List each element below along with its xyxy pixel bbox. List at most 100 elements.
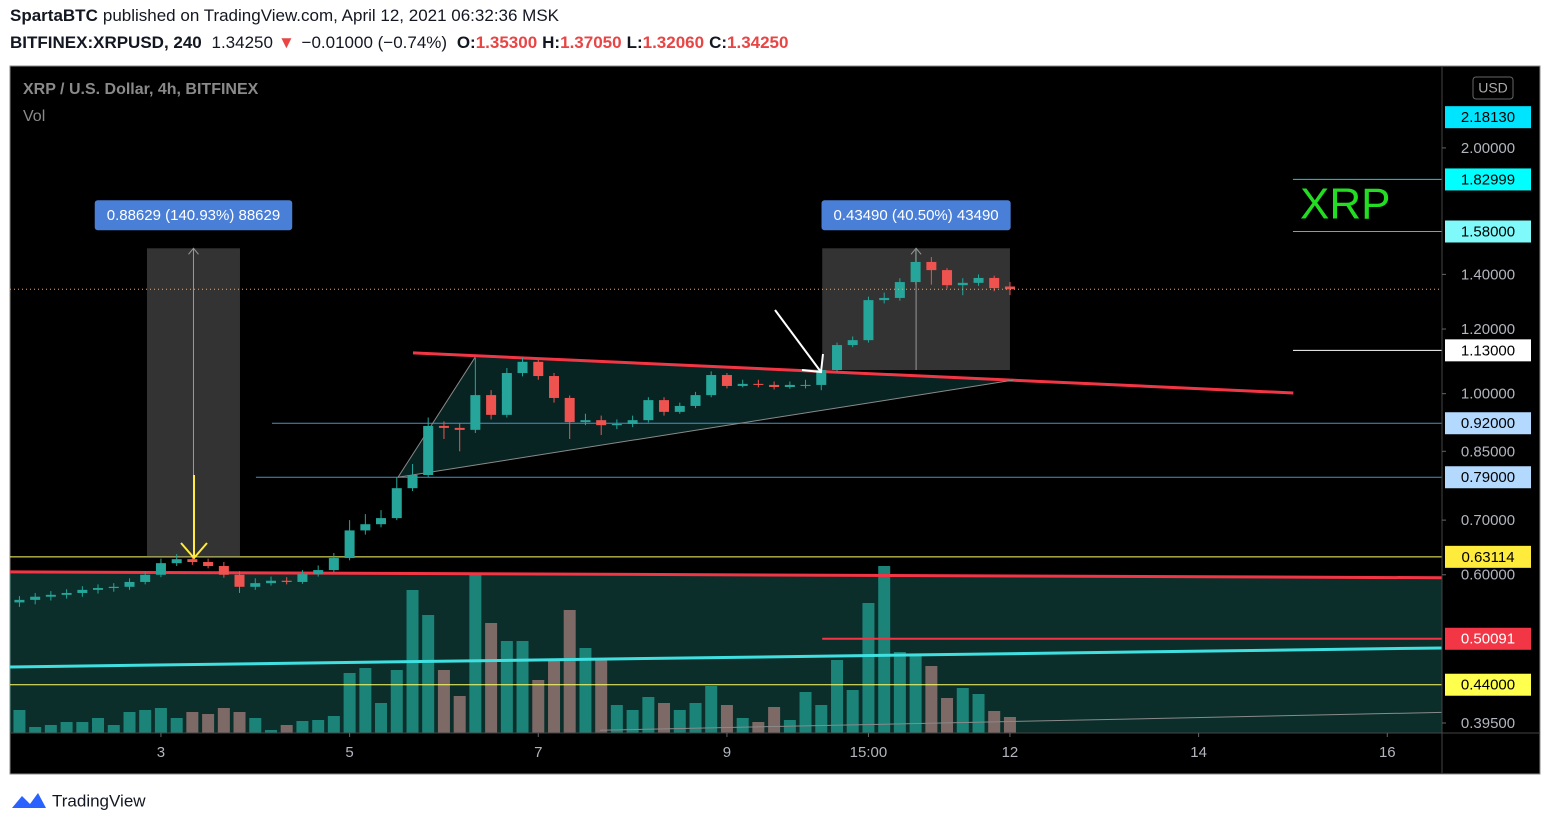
arrow-head xyxy=(801,353,824,374)
plot xyxy=(9,178,1443,733)
author: SpartaBTC xyxy=(10,6,98,25)
candle-body xyxy=(14,599,25,603)
volume-bar xyxy=(658,703,671,733)
candle-body xyxy=(30,596,41,600)
level-label-box xyxy=(1445,627,1531,650)
volume-bar xyxy=(956,688,969,733)
candle-body xyxy=(297,574,308,582)
volume-bar xyxy=(202,714,215,733)
candle-body xyxy=(187,559,198,563)
y-tick-label: 0.39500 xyxy=(1461,715,1515,732)
volume-bar xyxy=(909,656,922,733)
volume-bar xyxy=(139,710,152,733)
measure-label-box xyxy=(821,200,1011,231)
volume-bar xyxy=(579,648,592,733)
measure-label: 0.43490 (40.50%) 43490 xyxy=(834,207,999,224)
x-tick-label: 14 xyxy=(1190,744,1207,761)
volume-bar xyxy=(422,615,435,733)
trend-line xyxy=(9,570,1443,580)
y-tick-label: 1.40000 xyxy=(1461,266,1515,283)
volume-bar xyxy=(44,725,57,733)
candle-body xyxy=(894,282,905,298)
ohlc-value: 1.35300 xyxy=(475,33,538,52)
volume-bar xyxy=(893,652,906,733)
volume-bar xyxy=(485,623,498,733)
candle-body xyxy=(627,420,638,425)
ohlc-value: 1.34250 xyxy=(727,33,789,52)
candle-body xyxy=(847,340,858,346)
volume-bar xyxy=(673,710,686,733)
candle-body xyxy=(470,395,481,430)
change: −0.01000 (−0.74%) xyxy=(301,33,448,52)
arrow-head xyxy=(180,542,208,560)
volume-bar xyxy=(720,705,733,733)
volume-bar xyxy=(500,641,513,733)
candle-body xyxy=(769,384,780,388)
y-tick-label: 1.20000 xyxy=(1461,321,1515,338)
level-label-box xyxy=(1445,220,1531,243)
brand: TradingView xyxy=(52,791,146,810)
volume-bar xyxy=(1003,717,1016,733)
volume-bar xyxy=(186,712,199,733)
candle-body xyxy=(533,361,544,377)
candle-body xyxy=(737,383,748,386)
currency-box xyxy=(1472,76,1514,100)
candle-body xyxy=(784,384,795,388)
volume-bar xyxy=(327,716,340,733)
candle-body xyxy=(879,297,890,301)
volume-bar xyxy=(453,696,466,733)
volume-bar xyxy=(60,722,73,733)
level-label-box xyxy=(1445,545,1531,568)
candle-body xyxy=(93,588,104,590)
measure-box xyxy=(822,248,1010,371)
volume-bar xyxy=(752,722,765,733)
level-label-box xyxy=(1445,466,1531,489)
zone-fill xyxy=(10,571,1442,733)
price: 1.34250 xyxy=(211,33,273,52)
ohlc-label: O: xyxy=(456,33,476,52)
level-label-box xyxy=(1445,673,1531,696)
ohlc-value: 1.37050 xyxy=(560,33,622,52)
level-label: 1.58000 xyxy=(1461,223,1515,240)
level-label: 0.50091 xyxy=(1461,631,1515,648)
candle-body xyxy=(61,592,72,595)
y-tick-label: 0.60000 xyxy=(1461,567,1515,584)
volume-bar xyxy=(862,603,875,733)
volume-label: Vol xyxy=(23,108,45,125)
candle-body xyxy=(706,375,717,396)
volume-bar xyxy=(170,718,183,733)
volume-bar xyxy=(831,660,844,733)
candle-body xyxy=(45,594,56,597)
candle-body xyxy=(281,580,292,582)
y-tick-label: 2.00000 xyxy=(1461,140,1515,157)
x-tick-label: 9 xyxy=(723,744,731,761)
candle-body xyxy=(218,566,229,575)
y-tick-label: 1.00000 xyxy=(1461,386,1515,403)
volume-bar xyxy=(642,697,655,733)
x-tick-label: 15:00 xyxy=(850,744,888,761)
candle-body xyxy=(863,300,874,341)
currency: USD xyxy=(1478,80,1508,96)
trend-line xyxy=(412,351,1294,395)
candle-body xyxy=(438,425,449,428)
symbol: BITFINEX:XRPUSD, 240 xyxy=(10,33,202,52)
level-label-box xyxy=(1445,168,1531,191)
volume-bar xyxy=(469,575,482,733)
trend-line xyxy=(600,711,1443,731)
volume-bar xyxy=(437,670,450,733)
volume-bar xyxy=(217,708,230,733)
level-label: 0.44000 xyxy=(1461,677,1515,694)
candle-body xyxy=(910,261,921,283)
candle-body xyxy=(832,345,843,371)
volume-bar xyxy=(705,686,718,733)
volume-bar xyxy=(736,718,749,733)
candle-body xyxy=(266,580,277,584)
x-tick-label: 7 xyxy=(534,744,542,761)
volume-bar xyxy=(925,666,938,733)
level-label-box xyxy=(1445,412,1531,435)
arrow xyxy=(774,309,822,373)
volume-bar xyxy=(280,725,293,733)
volume-bar xyxy=(154,708,167,733)
candle-body xyxy=(580,420,591,423)
